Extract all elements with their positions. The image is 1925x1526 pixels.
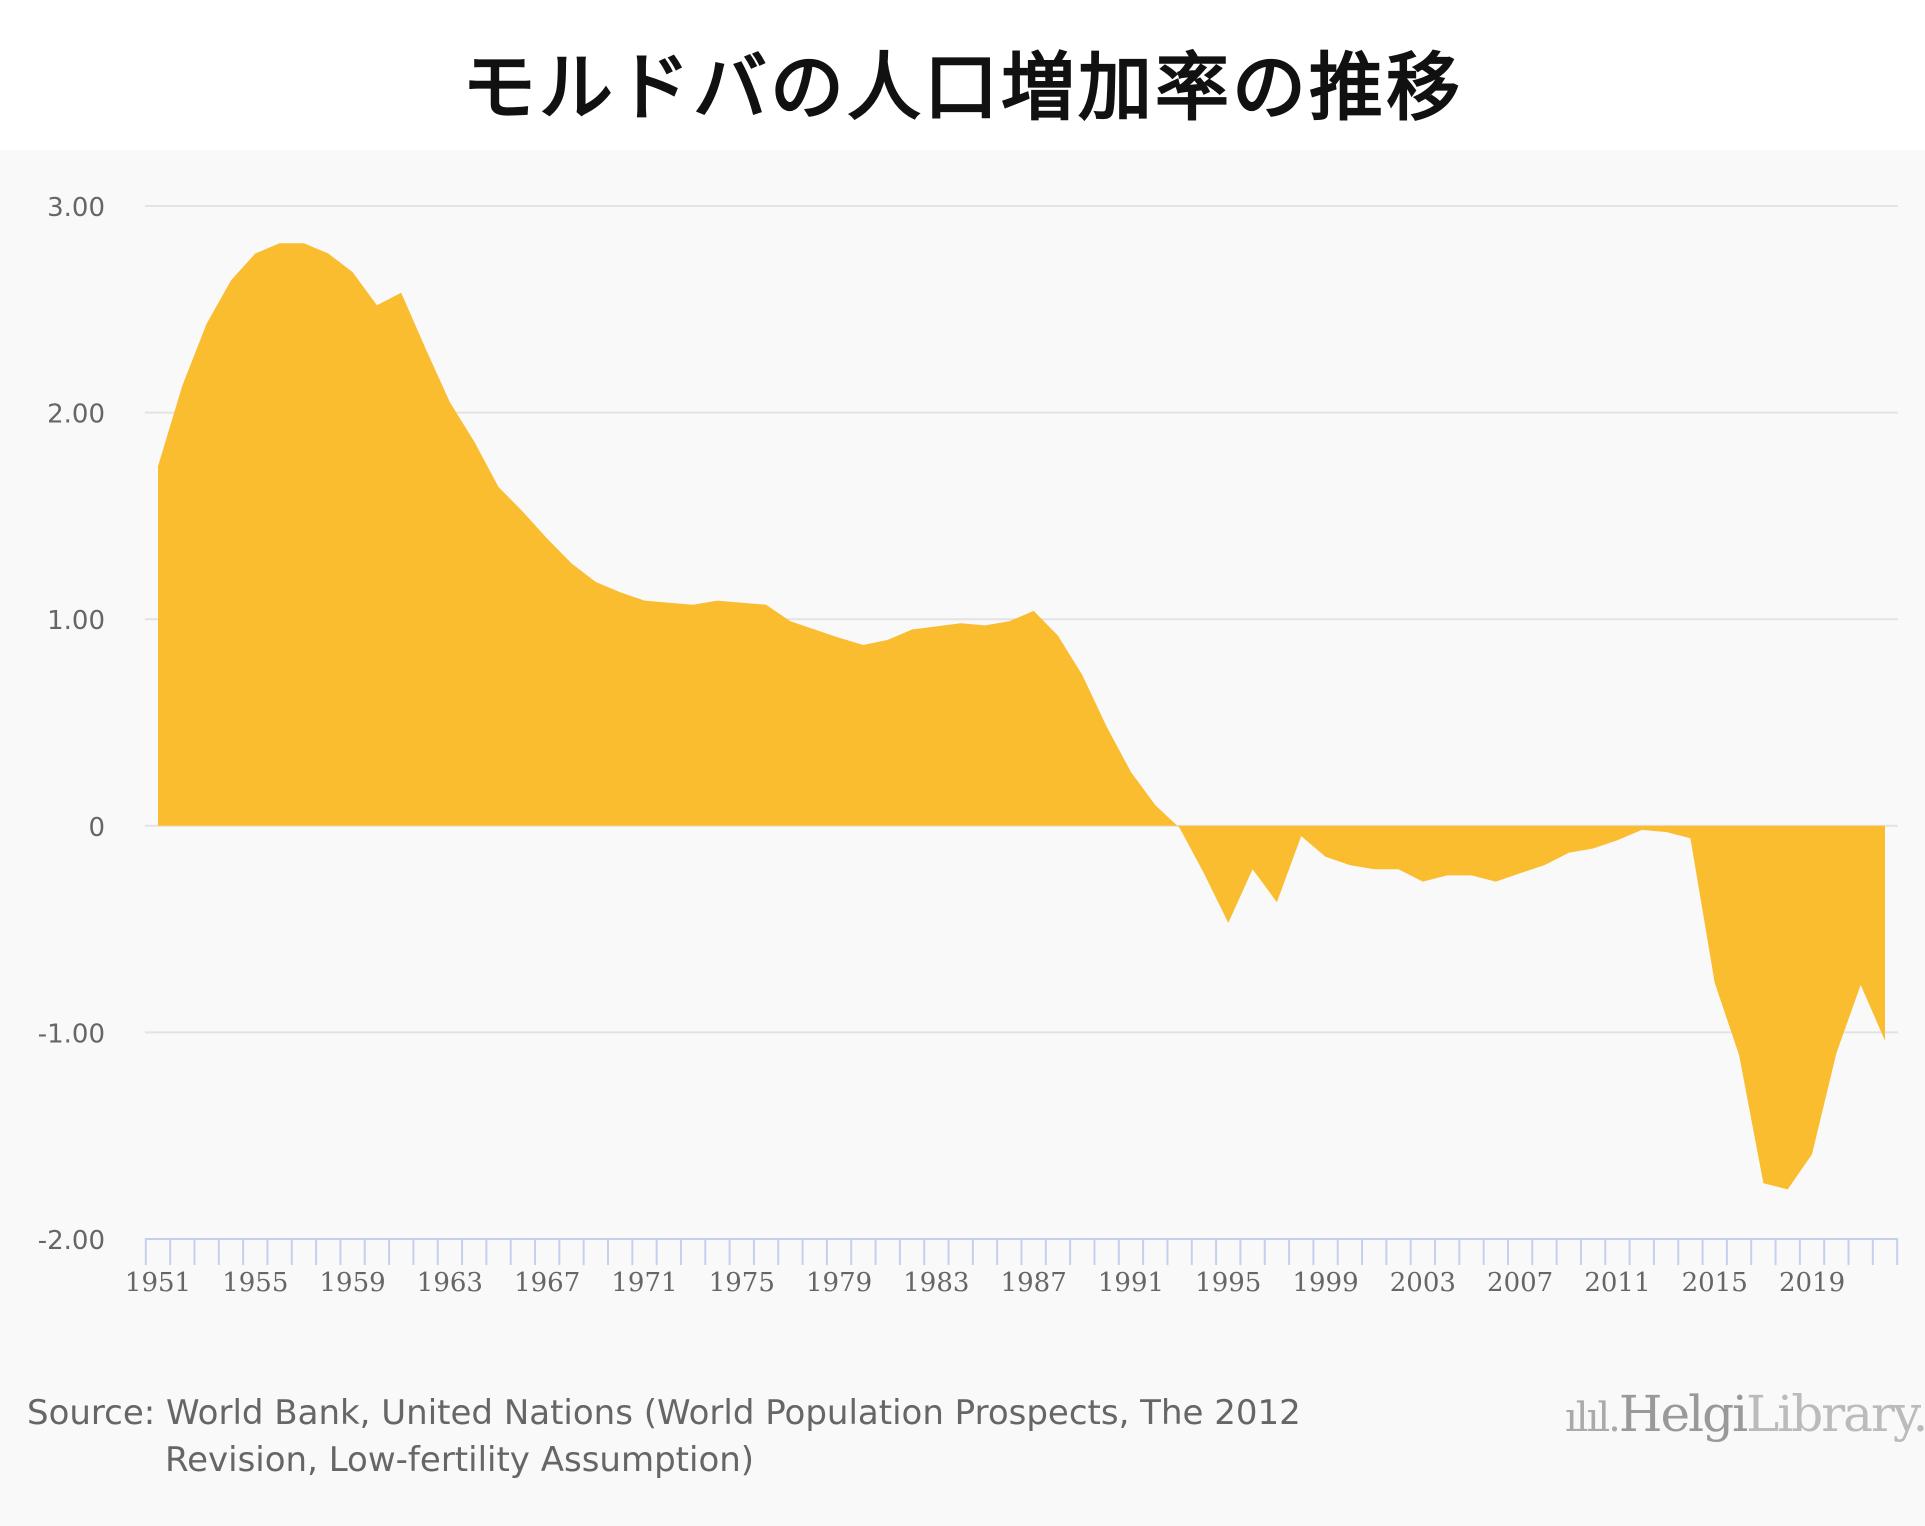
- x-tick-label: 1975: [709, 1268, 775, 1298]
- x-tick-label: 1983: [903, 1268, 969, 1298]
- logo-bars-icon: ılıl.: [1565, 1395, 1621, 1441]
- x-tick-label: 1951: [125, 1268, 191, 1298]
- source-line-1: Source: World Bank, United Nations (Worl…: [27, 1393, 1301, 1433]
- chart-title: モルドバの人口増加率の推移: [462, 45, 1463, 131]
- x-tick-label: 2007: [1487, 1268, 1553, 1298]
- x-tick-label: 1991: [1098, 1268, 1164, 1298]
- y-tick-label: 3.00: [47, 193, 105, 223]
- logo-text-helgi: Helgi: [1618, 1385, 1748, 1443]
- logo-text-library: Library.: [1746, 1385, 1925, 1443]
- area-chart: 3.00 2.00 1.00 0 -1.00 -2.00 1951 1955 1959 1963 1…: [38, 193, 1899, 1298]
- x-tick-label: 1999: [1292, 1268, 1358, 1298]
- x-tick-label: 1967: [514, 1268, 580, 1298]
- area-series: [158, 243, 1885, 1190]
- x-tick-label: 1995: [1195, 1268, 1261, 1298]
- y-tick-label: 0: [88, 813, 105, 843]
- x-tick-label: 1963: [417, 1268, 483, 1298]
- helgi-library-logo: ılıl.HelgiLibrary.: [1565, 1385, 1925, 1443]
- chart-panel: 3.00 2.00 1.00 0 -1.00 -2.00 1951 1955 1959 1963 1…: [0, 150, 1925, 1526]
- x-tick-label: 1979: [806, 1268, 872, 1298]
- y-tick-label: -1.00: [38, 1019, 105, 1049]
- x-tick-label: 1987: [1001, 1268, 1067, 1298]
- x-tick-label: 2019: [1779, 1268, 1845, 1298]
- source-note: Source: World Bank, United Nations (Worl…: [27, 1390, 1301, 1484]
- y-tick-label: -2.00: [38, 1226, 105, 1256]
- y-tick-label: 1.00: [47, 606, 105, 636]
- y-tick-label: 2.00: [47, 400, 105, 430]
- source-line-2: Revision, Low-fertility Assumption): [165, 1440, 755, 1480]
- x-tick-label: 2015: [1682, 1268, 1748, 1298]
- x-tick-label: 1955: [222, 1268, 288, 1298]
- x-tick-label: 1971: [611, 1268, 677, 1298]
- x-tick-label: 2003: [1390, 1268, 1456, 1298]
- x-tick-label: 1959: [320, 1268, 386, 1298]
- x-tick-label: 2011: [1584, 1268, 1650, 1298]
